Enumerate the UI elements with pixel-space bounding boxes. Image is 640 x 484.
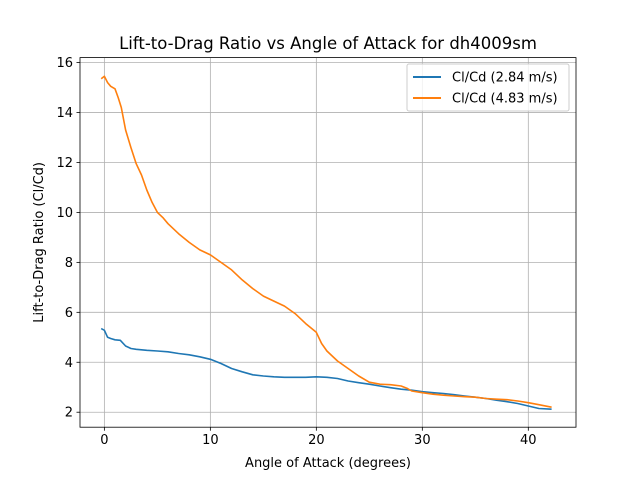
y-tick-label: 14 <box>56 106 73 121</box>
chart-title: Lift-to-Drag Ratio vs Angle of Attack fo… <box>119 34 537 53</box>
legend-label-series-1: Cl/Cd (4.83 m/s) <box>452 92 558 107</box>
y-tick-label: 8 <box>65 256 73 271</box>
legend-label-series-0: Cl/Cd (2.84 m/s) <box>452 71 558 86</box>
y-axis-label: Lift-to-Drag Ratio (Cl/Cd) <box>32 162 47 323</box>
y-tick-label: 4 <box>65 356 73 371</box>
legend-box <box>406 63 570 112</box>
y-tick-label: 12 <box>56 156 73 171</box>
x-tick-label: 10 <box>202 433 219 448</box>
x-ticks: 0 10 20 30 40 <box>100 427 537 448</box>
y-tick-label: 2 <box>65 406 73 421</box>
x-axis-label: Angle of Attack (degrees) <box>245 456 411 471</box>
plot-lines <box>100 75 552 410</box>
x-tick-label: 40 <box>520 433 537 448</box>
y-tick-label: 6 <box>65 306 73 321</box>
x-tick-label: 20 <box>308 433 325 448</box>
y-tick-label: 10 <box>56 206 73 221</box>
axes-frame <box>79 57 577 428</box>
x-tick-label: 30 <box>414 433 431 448</box>
legend: Cl/Cd (2.84 m/s) Cl/Cd (4.83 m/s) <box>406 63 570 112</box>
y-ticks: 2 4 6 8 10 12 14 16 <box>56 56 80 421</box>
x-tick-label: 0 <box>100 433 108 448</box>
y-tick-label: 16 <box>56 56 73 71</box>
series-line-1 <box>100 75 552 408</box>
grid <box>80 57 576 428</box>
